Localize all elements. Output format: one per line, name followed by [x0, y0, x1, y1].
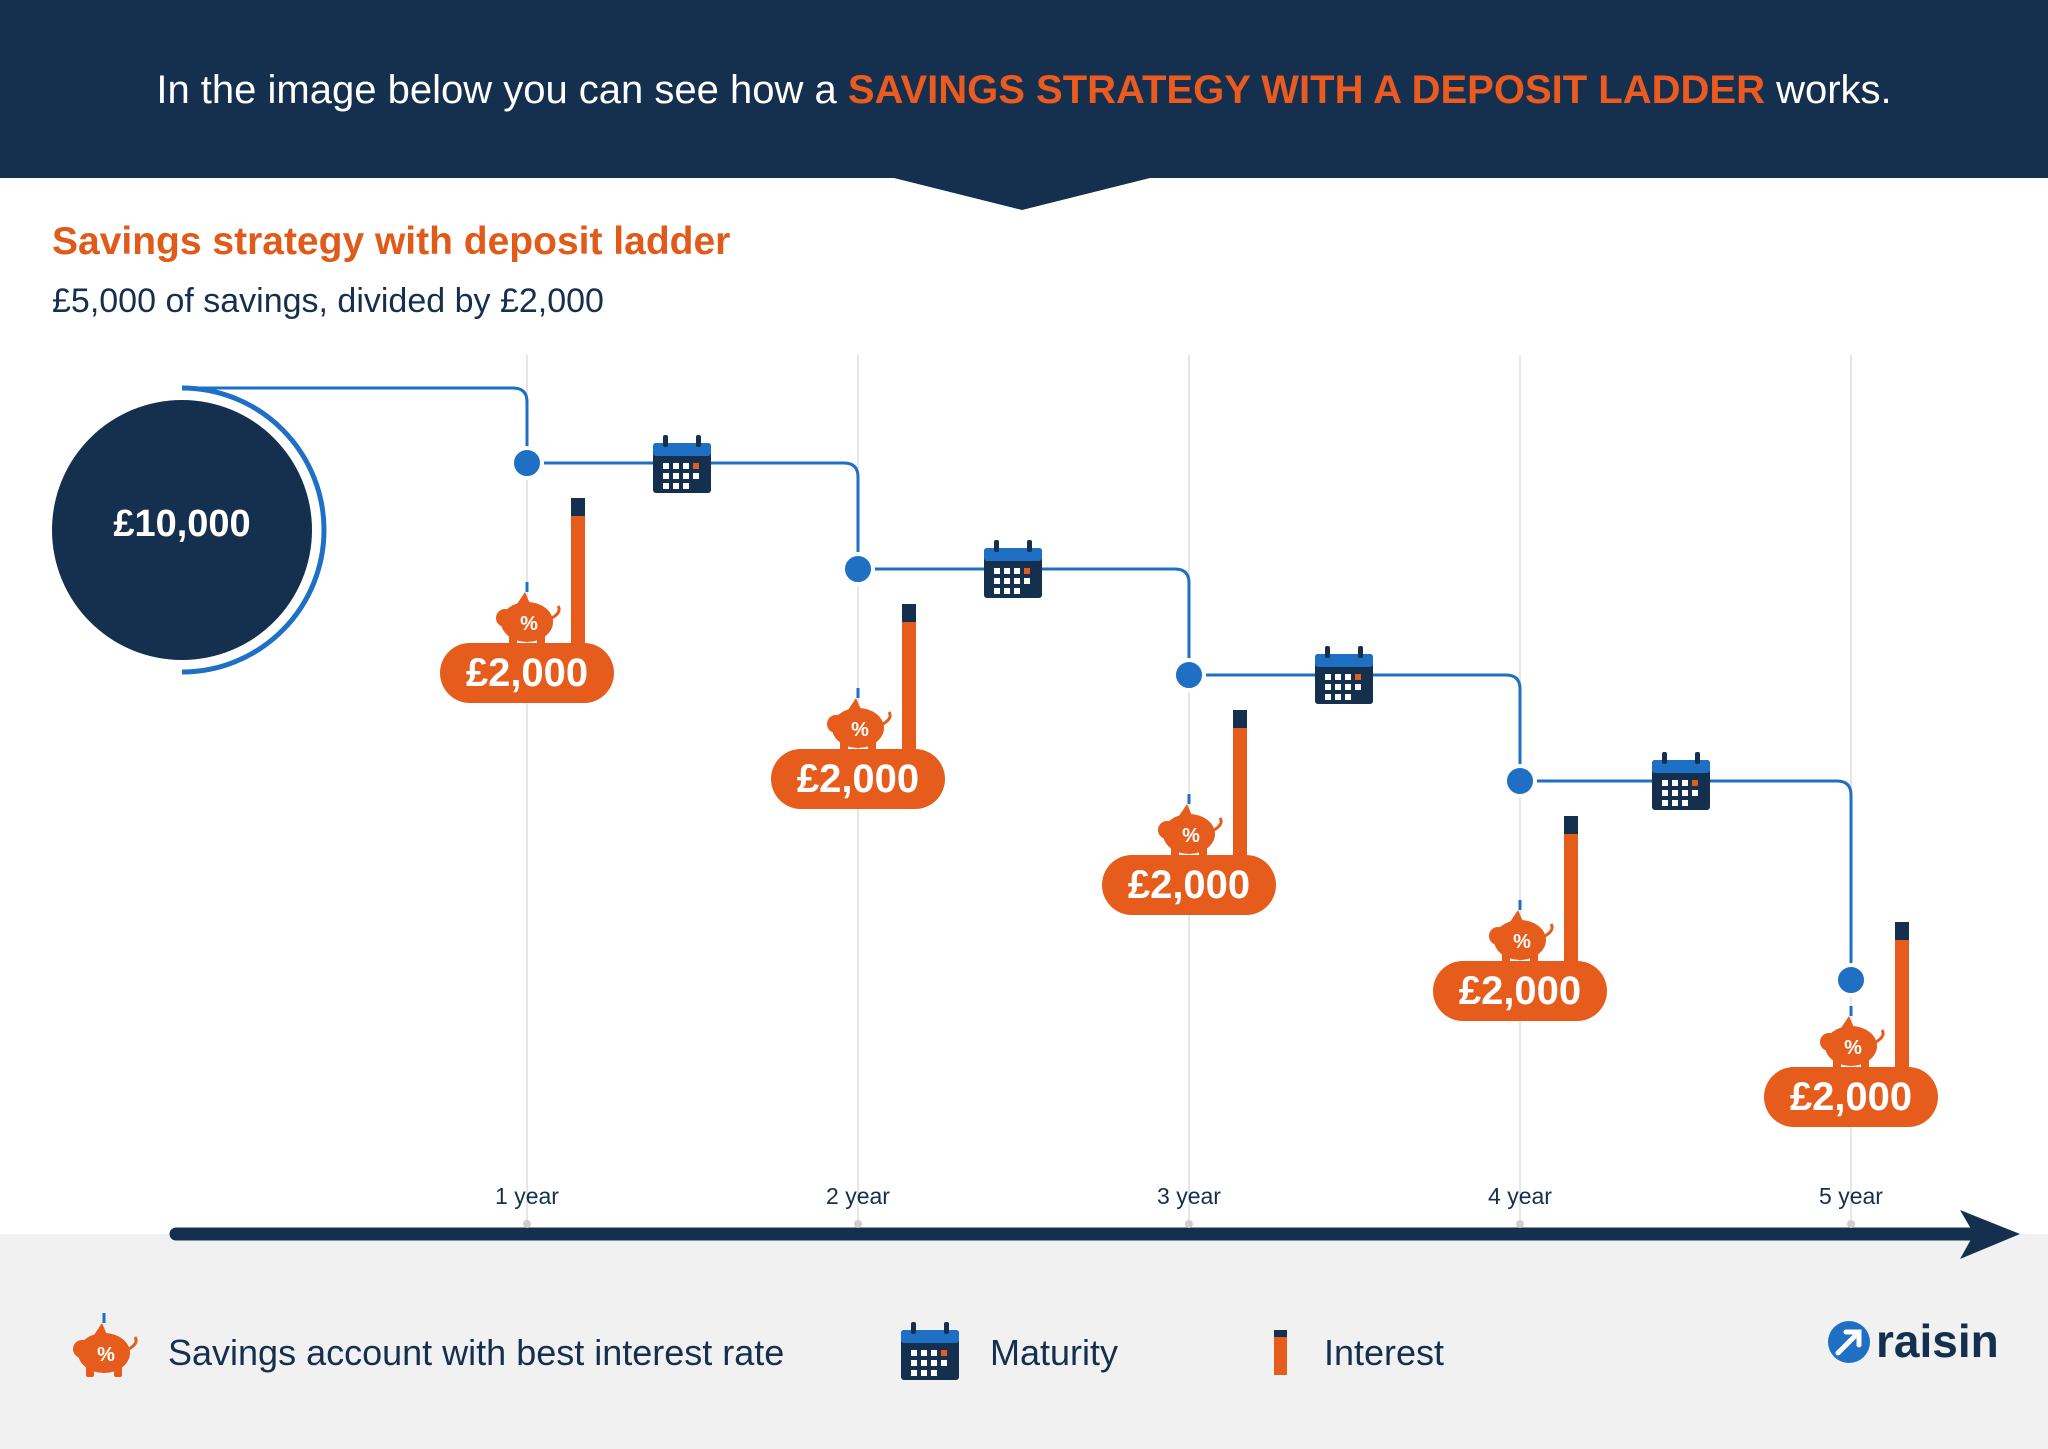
piggy-bank-icon — [1818, 1004, 1885, 1072]
piggy-bank-icon — [494, 580, 561, 648]
piggy-bank-icon — [1156, 792, 1223, 860]
legend-interest-label: Interest — [1324, 1332, 1445, 1373]
ladder-node — [510, 446, 544, 480]
footer-band — [0, 1234, 2048, 1449]
interest-bar — [902, 604, 916, 752]
calendar-icon — [984, 540, 1042, 598]
interest-bar — [571, 498, 585, 646]
ladder-node — [1172, 658, 1206, 692]
start-circle — [52, 400, 312, 660]
page-subtitle: £5,000 of savings, divided by £2,000 — [52, 282, 604, 320]
piggy-bank-icon — [1487, 898, 1554, 966]
deposit-amount-3: £2,000 — [1102, 855, 1276, 915]
banner-prefix: In the image below you can see how a — [156, 68, 848, 112]
interest-bars — [571, 498, 1909, 1070]
year-label-2: 2 year — [826, 1183, 890, 1209]
legend-piggy-bank-icon — [71, 1311, 138, 1379]
deposit-amount-1: £2,000 — [440, 643, 614, 703]
year-label-5: 5 year — [1819, 1183, 1883, 1209]
interest-bar — [1895, 922, 1909, 1070]
ladder-node — [1834, 963, 1868, 997]
ladder-node — [841, 552, 875, 586]
calendar-icon — [1652, 752, 1710, 810]
interest-bar — [1564, 816, 1578, 964]
banner-highlight: SAVINGS STRATEGY WITH A DEPOSIT LADDER — [847, 68, 1765, 112]
deposit-amount-4: £2,000 — [1433, 961, 1607, 1021]
calendar-icon — [653, 435, 711, 493]
legend-savings-label: Savings account with best interest rate — [168, 1332, 785, 1373]
piggy-bank-icon — [825, 686, 892, 754]
top-banner — [0, 0, 2048, 210]
year-label-3: 3 year — [1157, 1183, 1221, 1209]
banner-suffix: works. — [1764, 68, 1892, 112]
ladder-path — [182, 386, 1853, 980]
ladder-node — [1503, 764, 1537, 798]
page-title: Savings strategy with deposit ladder — [52, 220, 731, 263]
legend-interest-icon — [1274, 1330, 1287, 1375]
start-amount: £10,000 — [113, 503, 251, 545]
interest-bar — [1233, 710, 1247, 858]
start-arc — [181, 385, 327, 675]
deposit-amount-2: £2,000 — [771, 749, 945, 809]
legend-calendar-icon — [901, 1322, 959, 1380]
year-label-4: 4 year — [1488, 1183, 1552, 1209]
timeline-arrowhead — [1960, 1210, 2020, 1259]
legend-maturity-label: Maturity — [990, 1332, 1119, 1373]
brand-logo-text: raisin — [1876, 1315, 1999, 1367]
banner-text: In the image below you can see how a SAV… — [0, 62, 2048, 118]
deposit-amount-5: £2,000 — [1764, 1067, 1938, 1127]
calendar-icon — [1315, 646, 1373, 704]
year-label-1: 1 year — [495, 1183, 559, 1209]
raisin-logo-icon — [1828, 1321, 1870, 1363]
